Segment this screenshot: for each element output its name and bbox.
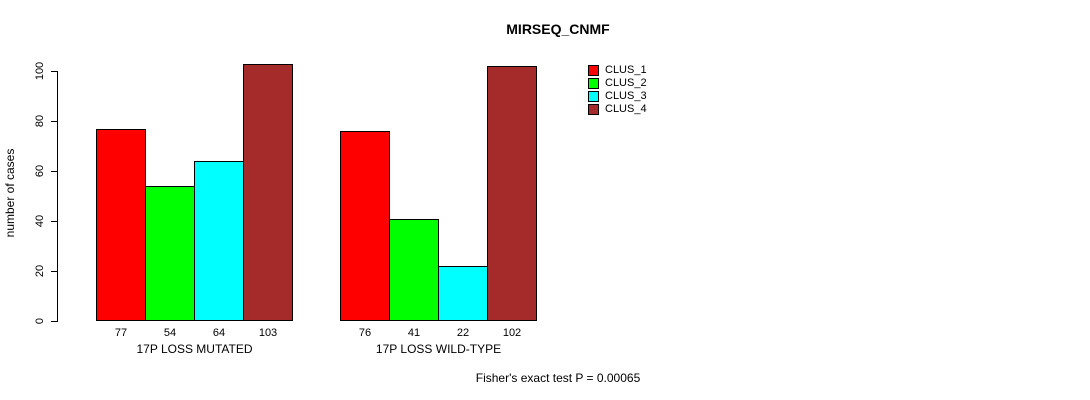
bar-value-label: 41 <box>407 327 421 339</box>
y-tick-label: 20 <box>34 264 46 278</box>
bar-clus_2-group2 <box>389 218 439 321</box>
legend-label: CLUS_1 <box>605 64 647 76</box>
y-axis-line <box>57 71 58 322</box>
y-tick-mark <box>51 170 58 172</box>
y-tick-mark <box>51 70 58 72</box>
bar-value-label: 54 <box>163 327 177 339</box>
group-label-1: 17P LOSS MUTATED <box>136 342 253 356</box>
bar-value-label: 103 <box>258 327 278 339</box>
bar-clus_3-group1 <box>194 161 244 321</box>
bar-clus_3-group2 <box>438 266 488 321</box>
bar-clus_2-group1 <box>145 186 195 321</box>
y-tick-label: 100 <box>34 61 46 81</box>
legend-label: CLUS_4 <box>605 103 647 115</box>
y-tick-label: 40 <box>34 214 46 228</box>
bar-clus_1-group2 <box>340 131 390 321</box>
bar-value-label: 64 <box>212 327 226 339</box>
bar-clus_4-group1 <box>243 63 293 321</box>
legend-swatch-icon <box>588 65 599 76</box>
y-tick-mark <box>51 120 58 122</box>
bar-value-label: 77 <box>114 327 128 339</box>
legend-label: CLUS_2 <box>605 77 647 89</box>
bar-clus_4-group2 <box>487 66 537 321</box>
y-tick-mark <box>51 220 58 222</box>
chart-title: MIRSEQ_CNMF <box>506 21 610 37</box>
legend-swatch-icon <box>588 91 599 102</box>
y-tick-label: 0 <box>34 317 46 325</box>
bar-value-label: 76 <box>358 327 372 339</box>
y-tick-mark <box>51 270 58 272</box>
legend-swatch-icon <box>588 78 599 89</box>
y-tick-mark <box>51 320 58 322</box>
legend-swatch-icon <box>588 104 599 115</box>
y-axis-label: number of cases <box>3 148 17 238</box>
group-label-2: 17P LOSS WILD-TYPE <box>375 342 502 356</box>
y-tick-label: 80 <box>34 114 46 128</box>
bar-value-label: 22 <box>456 327 470 339</box>
bar-value-label: 102 <box>502 327 522 339</box>
y-tick-label: 60 <box>34 164 46 178</box>
legend-label: CLUS_3 <box>605 90 647 102</box>
bar-clus_1-group1 <box>96 128 146 321</box>
fisher-test-annotation: Fisher's exact test P = 0.00065 <box>475 371 641 385</box>
